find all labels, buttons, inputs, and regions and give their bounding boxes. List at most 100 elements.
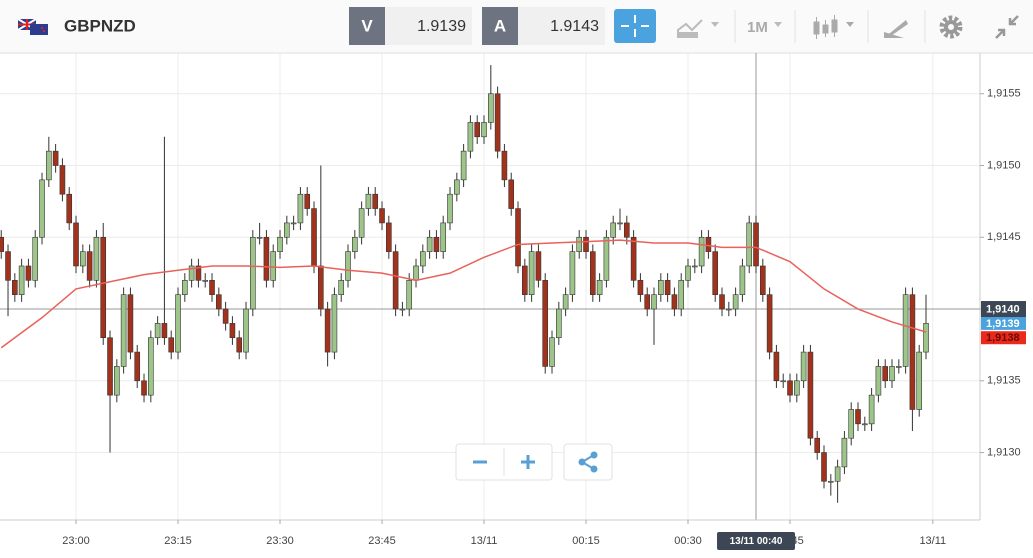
bid-label: V — [361, 16, 373, 35]
symbol: GBPNZD — [64, 16, 136, 35]
zoom-controls — [455, 443, 553, 481]
candle-body — [175, 294, 181, 353]
ask-button[interactable] — [482, 7, 518, 45]
crosshair-time: 13/11 00:40 — [730, 536, 783, 547]
y-tick-label: 1,9130 — [987, 446, 1021, 458]
x-tick-label: 00:30 — [674, 535, 702, 547]
candle-body — [386, 222, 392, 252]
candle-body — [556, 308, 562, 339]
moving-average — [0, 239, 927, 349]
timeframe-arrow — [774, 22, 782, 27]
candle-body — [705, 236, 712, 252]
candle-body — [624, 222, 630, 238]
candle-body — [454, 179, 460, 195]
settings-button[interactable] — [939, 15, 963, 39]
ask-label: A — [494, 16, 506, 35]
candle-body — [209, 280, 215, 295]
candle-body — [542, 280, 549, 367]
candle-body — [692, 265, 698, 268]
bid-box — [385, 7, 472, 45]
candle-body — [923, 323, 929, 353]
candle-body — [794, 380, 800, 396]
candle-body — [800, 351, 807, 382]
candle-body — [107, 337, 113, 396]
candle-body — [304, 193, 311, 209]
candle-body — [664, 280, 671, 295]
candle-body — [141, 380, 147, 396]
zoom-in-button[interactable] — [521, 455, 535, 469]
candle-body — [596, 280, 603, 295]
candle-body — [433, 236, 440, 252]
candle-body — [508, 179, 515, 209]
crosshair-price-box — [981, 301, 1026, 318]
x-tick-label: 13/11 — [919, 535, 946, 547]
y-tick-label: 1,9155 — [987, 88, 1021, 100]
candle-style-button[interactable] — [813, 15, 854, 39]
candle-body — [637, 280, 644, 295]
candle-body — [712, 251, 719, 295]
candle-body — [80, 251, 86, 267]
x-tick-label: 13/11 — [471, 535, 498, 547]
candle-body — [413, 265, 419, 281]
candle-body — [379, 208, 385, 224]
candle-body — [406, 280, 413, 310]
candle-body — [515, 208, 521, 267]
candle-body — [474, 122, 481, 138]
candle-body — [256, 236, 263, 239]
bid-price: 1.9139 — [417, 18, 466, 35]
candle-body — [685, 265, 691, 281]
candle-body — [12, 280, 18, 295]
candle-body — [644, 294, 651, 310]
candle-body — [671, 294, 678, 310]
ask-box — [518, 7, 605, 45]
candle-body — [365, 193, 372, 209]
candle-body — [216, 294, 222, 310]
candle-body — [488, 93, 494, 123]
candle-body — [481, 122, 487, 138]
candle-body — [583, 236, 589, 252]
candle-body — [760, 265, 766, 295]
candle-body — [787, 380, 793, 396]
candle-body — [134, 351, 141, 382]
candle-body — [277, 236, 283, 252]
candle-body — [739, 265, 746, 295]
candle-body — [549, 337, 555, 367]
chart-type-button[interactable] — [677, 19, 719, 38]
bid-button[interactable] — [349, 7, 385, 45]
candle-body — [127, 294, 134, 353]
candle-body — [195, 265, 202, 281]
candle-body — [916, 351, 923, 410]
candle-body — [73, 222, 79, 267]
collapse-button[interactable] — [995, 15, 1019, 39]
candle-body — [494, 93, 501, 152]
share-button[interactable] — [563, 443, 613, 481]
candle-body — [243, 308, 249, 353]
candle-body — [297, 193, 304, 224]
candle-body — [814, 437, 821, 453]
candle-body — [168, 337, 175, 353]
candle-body — [658, 280, 664, 295]
candle-body — [324, 308, 331, 353]
candle-body — [236, 337, 243, 353]
candle-body — [161, 323, 168, 339]
candle-body — [882, 366, 889, 382]
price-label: 1,9139 — [986, 318, 1020, 330]
x-tick-label: 23:00 — [62, 535, 90, 547]
crosshair-price: 1,9140 — [986, 303, 1020, 315]
candle-body — [753, 222, 759, 267]
candle-body — [39, 179, 45, 238]
candle-body — [148, 337, 154, 396]
candle-body — [562, 294, 569, 310]
candle-body — [420, 251, 426, 267]
draw-tool-button[interactable] — [884, 20, 908, 38]
candle-body — [66, 193, 73, 224]
candle-body — [270, 251, 277, 281]
crosshair-button[interactable] — [614, 9, 656, 43]
candle-body — [678, 280, 685, 310]
candle-body — [399, 308, 406, 311]
candle-body — [766, 294, 773, 353]
timeframe[interactable]: 1M — [747, 19, 768, 36]
y-tick-label: 1,9145 — [987, 231, 1021, 243]
